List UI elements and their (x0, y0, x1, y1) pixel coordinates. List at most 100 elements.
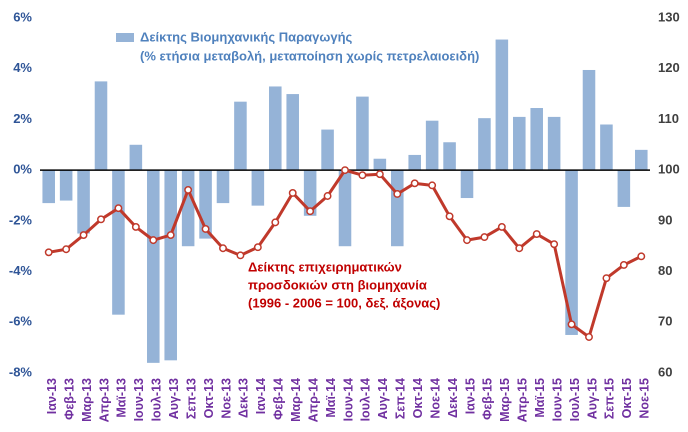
x-tick-label: Φεβ-14 (272, 378, 286, 420)
line-marker (44, 248, 53, 257)
y-tick-label: -2% (9, 212, 33, 227)
bar (408, 154, 421, 171)
x-tick-label: Ιαν-13 (45, 378, 59, 414)
bar (94, 81, 108, 171)
line-marker (428, 181, 437, 190)
x-tick-label: Ιουλ-15 (568, 378, 582, 421)
annotation: προσδοκιών στη βιομηχανία (248, 277, 427, 292)
y-tick-label: 6% (13, 9, 32, 24)
bar (164, 170, 177, 361)
bar (391, 170, 404, 247)
y-tick-label: 4% (13, 60, 32, 75)
y2-tick-label: 60 (658, 364, 672, 379)
x-tick-label: Οκτ-15 (620, 378, 634, 418)
y2-tick-label: 120 (658, 60, 680, 75)
x-tick-label: Ιουλ-14 (359, 378, 373, 421)
y2-tick-label: 130 (658, 9, 680, 24)
x-tick-label: Μαρ-14 (289, 378, 303, 422)
line-marker (166, 231, 175, 240)
line-marker (567, 320, 576, 329)
line-marker (393, 190, 402, 198)
line-marker (619, 261, 628, 269)
x-tick-label: Απρ-14 (306, 378, 320, 422)
line-marker (253, 243, 262, 252)
line-marker (184, 185, 193, 194)
bar (42, 170, 55, 204)
x-tick-label: Νοε-14 (428, 378, 442, 419)
bar (547, 116, 561, 171)
line-marker (201, 225, 210, 233)
line-marker (550, 240, 559, 249)
x-tick-label: Ιουν-13 (132, 378, 146, 421)
line-marker (131, 222, 140, 231)
line-marker (515, 244, 524, 253)
bar (129, 144, 143, 171)
x-tick-label: Αυγ-14 (376, 378, 390, 419)
y-tick-label: -4% (9, 263, 33, 278)
line-marker (236, 251, 245, 260)
annotation: Δείκτης επιχειρηματικών (248, 259, 402, 274)
y2-tick-label: 80 (658, 263, 672, 278)
line-marker (306, 207, 315, 216)
annotation: (% ετήσια μεταβολή, μεταποίηση χωρίς πετ… (140, 48, 479, 63)
bar (303, 170, 317, 216)
line-marker (463, 236, 471, 245)
x-tick-label: Σεπ-15 (603, 378, 617, 419)
x-tick-label: Μαρ-15 (498, 378, 512, 422)
x-tick-label: Νοε-13 (219, 378, 233, 419)
bar (251, 170, 265, 206)
x-tick-label: Μαϊ-13 (115, 378, 129, 418)
line-marker (62, 245, 71, 254)
line-marker (323, 192, 332, 200)
bar (495, 39, 509, 171)
x-tick-label: Ιουν-15 (550, 378, 564, 421)
x-tick-label: Αυγ-15 (585, 378, 599, 419)
x-tick-label: Αυγ-13 (167, 378, 181, 419)
line-marker (445, 212, 454, 221)
bar (373, 158, 387, 171)
line-marker (149, 236, 158, 245)
bar (460, 170, 474, 199)
line-marker (602, 274, 611, 283)
line-marker (219, 244, 227, 253)
bar (356, 96, 369, 171)
y-tick-label: -6% (9, 314, 33, 329)
x-tick-label: Ιαν-14 (254, 378, 268, 414)
bar (530, 108, 543, 171)
bar (112, 170, 125, 315)
bar (321, 129, 334, 171)
y2-tick-label: 70 (658, 314, 672, 329)
y2-tick-label: 90 (658, 212, 672, 227)
x-tick-label: Οκτ-13 (202, 378, 216, 418)
x-tick-label: Δεκ-13 (237, 378, 251, 418)
x-tick-label: Φεβ-13 (62, 378, 76, 420)
line-marker (114, 204, 123, 213)
x-tick-label: Απρ-13 (97, 378, 111, 422)
bar (478, 118, 491, 171)
x-tick-label: Μαϊ-15 (533, 378, 547, 418)
x-tick-label: Δεκ-14 (446, 378, 460, 418)
x-tick-label: Ιουν-14 (341, 378, 355, 421)
x-tick-label: Σεπ-14 (394, 378, 408, 419)
x-tick-label: Φεβ-15 (481, 378, 495, 420)
bar (181, 170, 195, 247)
line-marker (271, 218, 280, 227)
bar (338, 170, 352, 247)
y-tick-label: 0% (13, 162, 32, 177)
line-marker (79, 231, 88, 240)
x-tick-label: Ιαν-15 (463, 378, 477, 414)
y-tick-label: -8% (9, 364, 33, 379)
bar (216, 170, 230, 204)
line-marker (341, 166, 349, 175)
line-marker (480, 233, 489, 242)
bar (443, 142, 456, 171)
x-tick-label: Μαϊ-14 (324, 378, 338, 418)
line-marker (358, 171, 367, 180)
x-tick-label: Απρ-15 (516, 378, 530, 422)
y2-tick-label: 100 (658, 162, 680, 177)
line-marker (288, 189, 297, 197)
x-tick-label: Οκτ-14 (411, 378, 425, 418)
bar (635, 149, 648, 171)
line-marker (375, 170, 384, 179)
